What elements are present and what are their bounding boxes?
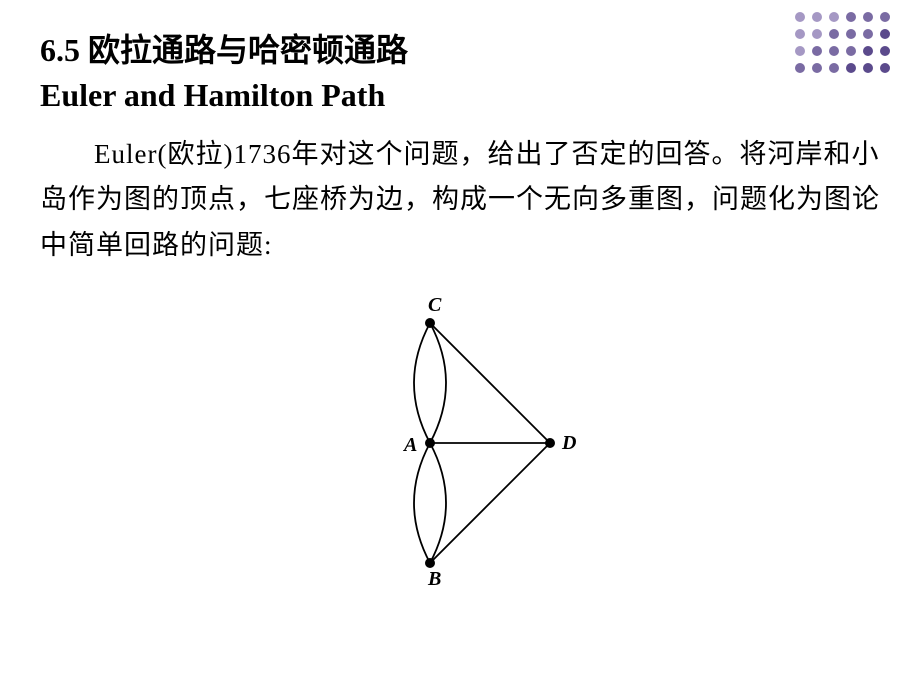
graph-edge <box>430 443 550 563</box>
decoration-dot <box>846 12 856 22</box>
graph-node-label: D <box>561 432 576 454</box>
decoration-dot <box>795 29 805 39</box>
decoration-dot <box>812 63 822 73</box>
decoration-dot <box>863 29 873 39</box>
section-number: 6.5 <box>40 32 80 68</box>
body-paragraph: Euler(欧拉)1736年对这个问题，给出了否定的回答。将河岸和小岛作为图的顶… <box>40 132 880 270</box>
decoration-dot <box>880 12 890 22</box>
konigsberg-graph: C A D B <box>320 293 600 593</box>
decoration-dot <box>863 63 873 73</box>
title-english: Euler and Hamilton Path <box>40 73 880 118</box>
graph-edge <box>430 323 550 443</box>
graph-container: C A D B <box>40 293 880 593</box>
graph-edge <box>414 323 430 443</box>
decoration-dot <box>829 29 839 39</box>
decoration-dot <box>812 29 822 39</box>
graph-edge <box>414 443 430 563</box>
decoration-dot <box>880 63 890 73</box>
title-chinese-text: 欧拉通路与哈密顿通路 <box>88 32 408 68</box>
decoration-dot <box>812 46 822 56</box>
slide-content: 6.5 欧拉通路与哈密顿通路 Euler and Hamilton Path E… <box>0 0 920 593</box>
decoration-dot <box>795 46 805 56</box>
decoration-dot <box>846 63 856 73</box>
decoration-dot <box>880 29 890 39</box>
decoration-dots <box>795 12 892 75</box>
graph-node-label: C <box>428 294 442 316</box>
title-chinese: 6.5 欧拉通路与哈密顿通路 <box>40 28 880 73</box>
decoration-dot <box>863 12 873 22</box>
graph-node <box>425 558 435 568</box>
graph-node <box>425 438 435 448</box>
decoration-dot <box>829 12 839 22</box>
decoration-dot <box>829 63 839 73</box>
decoration-dot <box>812 12 822 22</box>
decoration-dot <box>863 46 873 56</box>
decoration-dot <box>880 46 890 56</box>
decoration-dot <box>829 46 839 56</box>
graph-edge <box>430 443 446 563</box>
graph-node <box>425 318 435 328</box>
graph-node-label: A <box>402 434 417 456</box>
graph-edge <box>430 323 446 443</box>
decoration-dot <box>846 46 856 56</box>
decoration-dot <box>795 12 805 22</box>
graph-node <box>545 438 555 448</box>
graph-node-label: B <box>427 568 441 590</box>
decoration-dot <box>846 29 856 39</box>
decoration-dot <box>795 63 805 73</box>
